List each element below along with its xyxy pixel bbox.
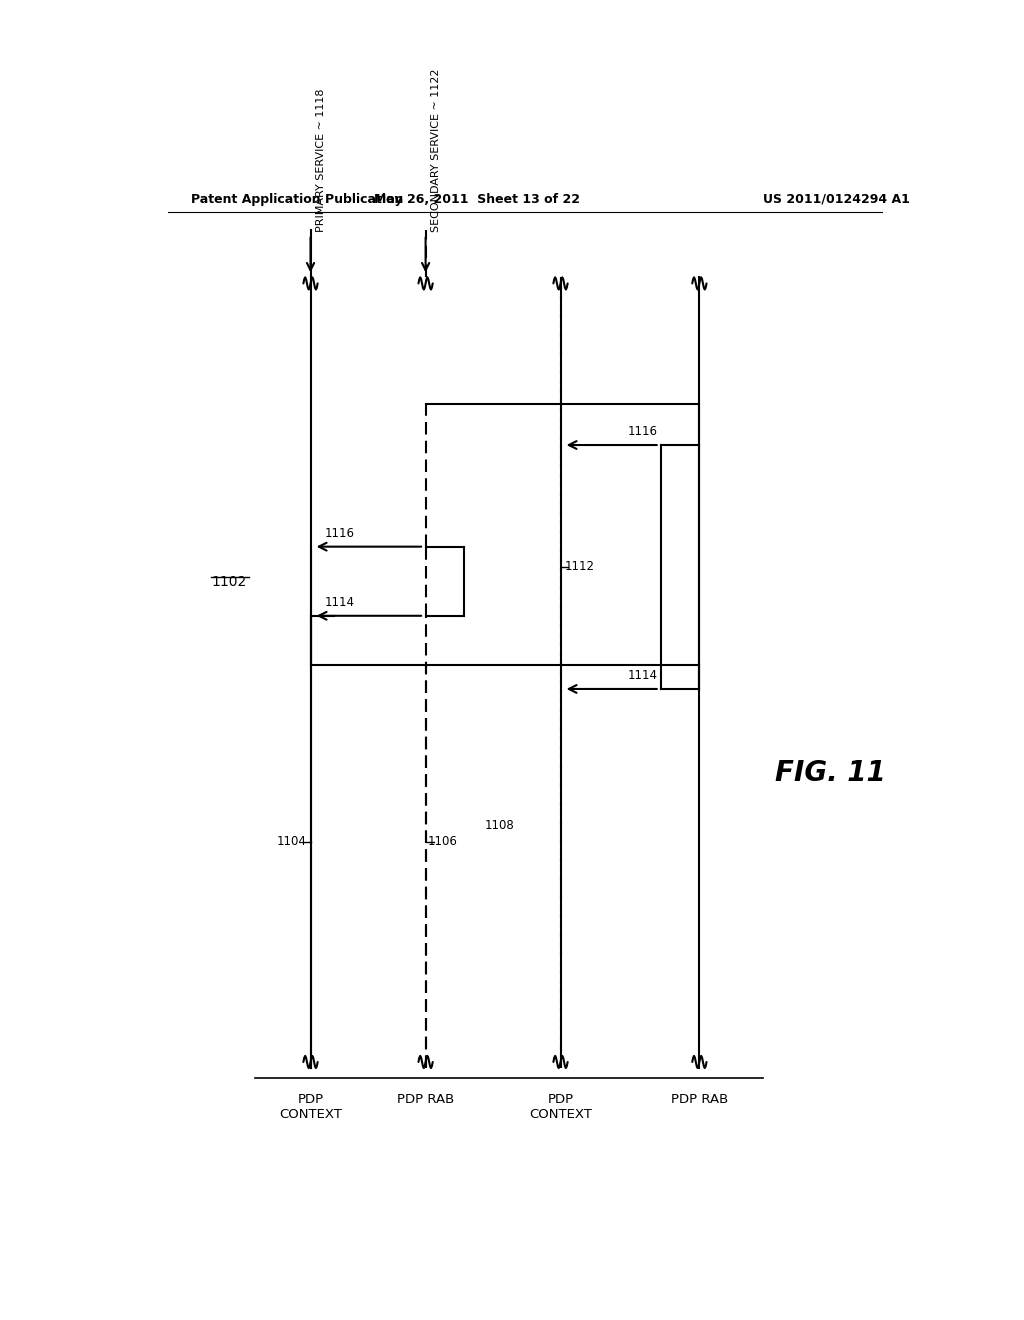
Text: PDP
CONTEXT: PDP CONTEXT	[280, 1093, 342, 1122]
Text: 1104: 1104	[276, 836, 306, 849]
Text: 1116: 1116	[325, 527, 354, 540]
Text: 1116: 1116	[628, 425, 658, 438]
Text: Patent Application Publication: Patent Application Publication	[191, 193, 403, 206]
Text: FIG. 11: FIG. 11	[775, 759, 886, 787]
Text: 1106: 1106	[428, 836, 458, 849]
Text: 1114: 1114	[325, 595, 354, 609]
Text: PDP RAB: PDP RAB	[397, 1093, 455, 1106]
Text: 1114: 1114	[628, 669, 658, 682]
Text: SECONDARY SERVICE ~ 1122: SECONDARY SERVICE ~ 1122	[431, 69, 441, 231]
Text: 1112: 1112	[564, 561, 595, 573]
Text: 1108: 1108	[485, 820, 515, 832]
Text: 1102: 1102	[211, 576, 247, 589]
Text: US 2011/0124294 A1: US 2011/0124294 A1	[763, 193, 909, 206]
Text: May 26, 2011  Sheet 13 of 22: May 26, 2011 Sheet 13 of 22	[374, 193, 581, 206]
Text: PRIMARY SERVICE ~ 1118: PRIMARY SERVICE ~ 1118	[316, 88, 326, 231]
Text: PDP RAB: PDP RAB	[671, 1093, 728, 1106]
Text: PDP
CONTEXT: PDP CONTEXT	[529, 1093, 592, 1122]
